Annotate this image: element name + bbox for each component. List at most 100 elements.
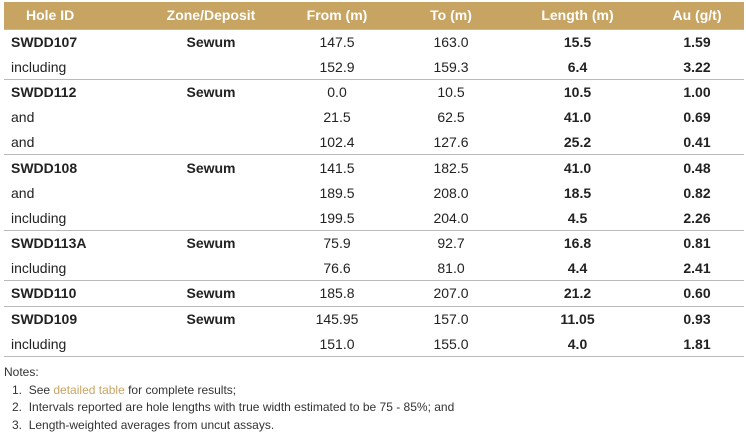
zone-cell xyxy=(145,54,277,79)
au-cell: 0.81 xyxy=(650,229,744,256)
note-text: for complete results; xyxy=(124,382,237,397)
detailed-table-link[interactable]: detailed table xyxy=(53,382,125,397)
au-cell: 1.00 xyxy=(650,78,744,105)
length-cell: 16.8 xyxy=(505,229,650,256)
table-row: SWDD112 Sewum 0.0 10.5 10.5 1.00 xyxy=(4,78,744,105)
table-row: including 151.0 155.0 4.0 1.81 xyxy=(4,331,744,357)
table-row: including 199.5 204.0 4.5 2.26 xyxy=(4,205,744,230)
header-au: Au (g/t) xyxy=(650,2,744,29)
hole-id-cell: and xyxy=(11,134,35,151)
table-row: and 189.5 208.0 18.5 0.82 xyxy=(4,180,744,205)
to-cell: 81.0 xyxy=(437,260,465,277)
length-cell: 25.2 xyxy=(563,134,592,151)
table-row: and 102.4 127.6 25.2 0.41 xyxy=(4,130,744,155)
table-row: SWDD110 Sewum 185.8 207.0 21.2 0.60 xyxy=(4,280,744,307)
notes-heading: Notes: xyxy=(4,365,39,379)
note-text: See xyxy=(28,382,54,397)
to-cell: 155.0 xyxy=(397,331,505,357)
from-cell: 21.5 xyxy=(323,109,351,126)
zone-cell: Sewum xyxy=(145,229,277,256)
hole-id-cell: including xyxy=(4,331,145,357)
zone-cell xyxy=(145,180,277,205)
from-cell: 189.5 xyxy=(319,184,355,201)
zone-cell: Sewum xyxy=(145,305,277,332)
hole-id-cell: SWDD113A xyxy=(4,229,145,256)
length-cell: 4.0 xyxy=(505,331,650,357)
au-cell: 2.26 xyxy=(683,209,711,226)
table-row: SWDD107 Sewum 147.5 163.0 15.5 1.59 xyxy=(4,28,744,55)
drill-results-table: Hole ID Zone/Deposit From (m) To (m) Len… xyxy=(4,2,744,357)
length-cell: 41.0 xyxy=(505,154,650,181)
au-cell: 0.60 xyxy=(650,280,744,307)
length-cell: 10.5 xyxy=(505,78,650,105)
au-cell: 1.59 xyxy=(650,28,744,55)
hole-id-cell: SWDD109 xyxy=(4,305,145,332)
from-cell: 75.9 xyxy=(277,229,397,256)
note-item-2: 2. Intervals reported are hole lengths w… xyxy=(4,399,454,417)
to-cell: 127.6 xyxy=(433,134,469,151)
table-body: SWDD107 Sewum 147.5 163.0 15.5 1.59 including 1… xyxy=(4,28,744,357)
au-cell: 0.48 xyxy=(650,154,744,181)
to-cell: 182.5 xyxy=(397,154,505,181)
header-length: Length (m) xyxy=(505,2,650,29)
hole-id-cell: SWDD112 xyxy=(4,78,145,105)
table-row: including 76.6 81.0 4.4 2.41 xyxy=(4,256,744,281)
length-cell: 4.4 xyxy=(567,260,588,277)
from-cell: 145.95 xyxy=(277,305,397,332)
zone-cell xyxy=(145,256,277,281)
note-number: 2. xyxy=(12,400,23,414)
hole-id-cell: SWDD108 xyxy=(4,154,145,181)
length-cell: 6.4 xyxy=(567,58,588,75)
table-row: including 152.9 159.3 6.4 3.22 xyxy=(4,54,744,79)
from-cell: 141.5 xyxy=(277,154,397,181)
from-cell: 151.0 xyxy=(277,331,397,357)
table-row: SWDD109 Sewum 145.95 157.0 11.05 0.93 xyxy=(4,305,744,332)
from-cell: 185.8 xyxy=(277,280,397,307)
to-cell: 157.0 xyxy=(397,305,505,332)
header-zone: Zone/Deposit xyxy=(145,2,277,29)
note-item-3: 3. Length-weighted averages from uncut a… xyxy=(4,417,454,435)
au-cell: 2.41 xyxy=(683,260,711,277)
note-number: 1. xyxy=(12,382,23,397)
from-cell: 152.9 xyxy=(319,58,355,75)
hole-id-cell: including xyxy=(11,209,67,226)
to-cell: 62.5 xyxy=(437,109,465,126)
header-from: From (m) xyxy=(277,2,397,29)
from-cell: 0.0 xyxy=(277,78,397,105)
length-cell: 4.5 xyxy=(567,209,588,226)
au-cell: 0.82 xyxy=(683,184,711,201)
length-cell: 18.5 xyxy=(563,184,592,201)
note-number: 3. xyxy=(12,417,23,432)
to-cell: 10.5 xyxy=(397,78,505,105)
length-cell: 41.0 xyxy=(563,109,592,126)
au-cell: 0.93 xyxy=(650,305,744,332)
header-hole-id: Hole ID xyxy=(4,2,145,29)
from-cell: 102.4 xyxy=(319,134,355,151)
length-cell: 15.5 xyxy=(505,28,650,55)
zone-cell: Sewum xyxy=(145,154,277,181)
note-item-1: 1. See detailed table for complete resul… xyxy=(4,382,454,400)
au-cell: 1.81 xyxy=(650,331,744,357)
au-cell: 3.22 xyxy=(683,58,711,75)
to-cell: 207.0 xyxy=(397,280,505,307)
note-text: Intervals reported are hole lengths with… xyxy=(28,400,455,414)
zone-cell: Sewum xyxy=(145,280,277,307)
hole-id-cell: and xyxy=(11,109,35,126)
to-cell: 159.3 xyxy=(433,58,469,75)
zone-cell xyxy=(145,130,277,155)
table-row: and 21.5 62.5 41.0 0.69 xyxy=(4,105,744,130)
au-cell: 0.69 xyxy=(683,109,711,126)
hole-id-cell: and xyxy=(11,184,35,201)
hole-id-cell: SWDD110 xyxy=(4,280,145,307)
from-cell: 76.6 xyxy=(323,260,351,277)
zone-cell xyxy=(145,331,277,357)
from-cell: 147.5 xyxy=(277,28,397,55)
zone-cell xyxy=(145,205,277,230)
notes-section: Notes: 1. See detailed table for complet… xyxy=(4,364,454,434)
to-cell: 92.7 xyxy=(397,229,505,256)
header-row: Hole ID Zone/Deposit From (m) To (m) Len… xyxy=(4,2,744,29)
to-cell: 163.0 xyxy=(397,28,505,55)
zone-cell: Sewum xyxy=(145,78,277,105)
hole-id-cell: including xyxy=(11,260,67,277)
